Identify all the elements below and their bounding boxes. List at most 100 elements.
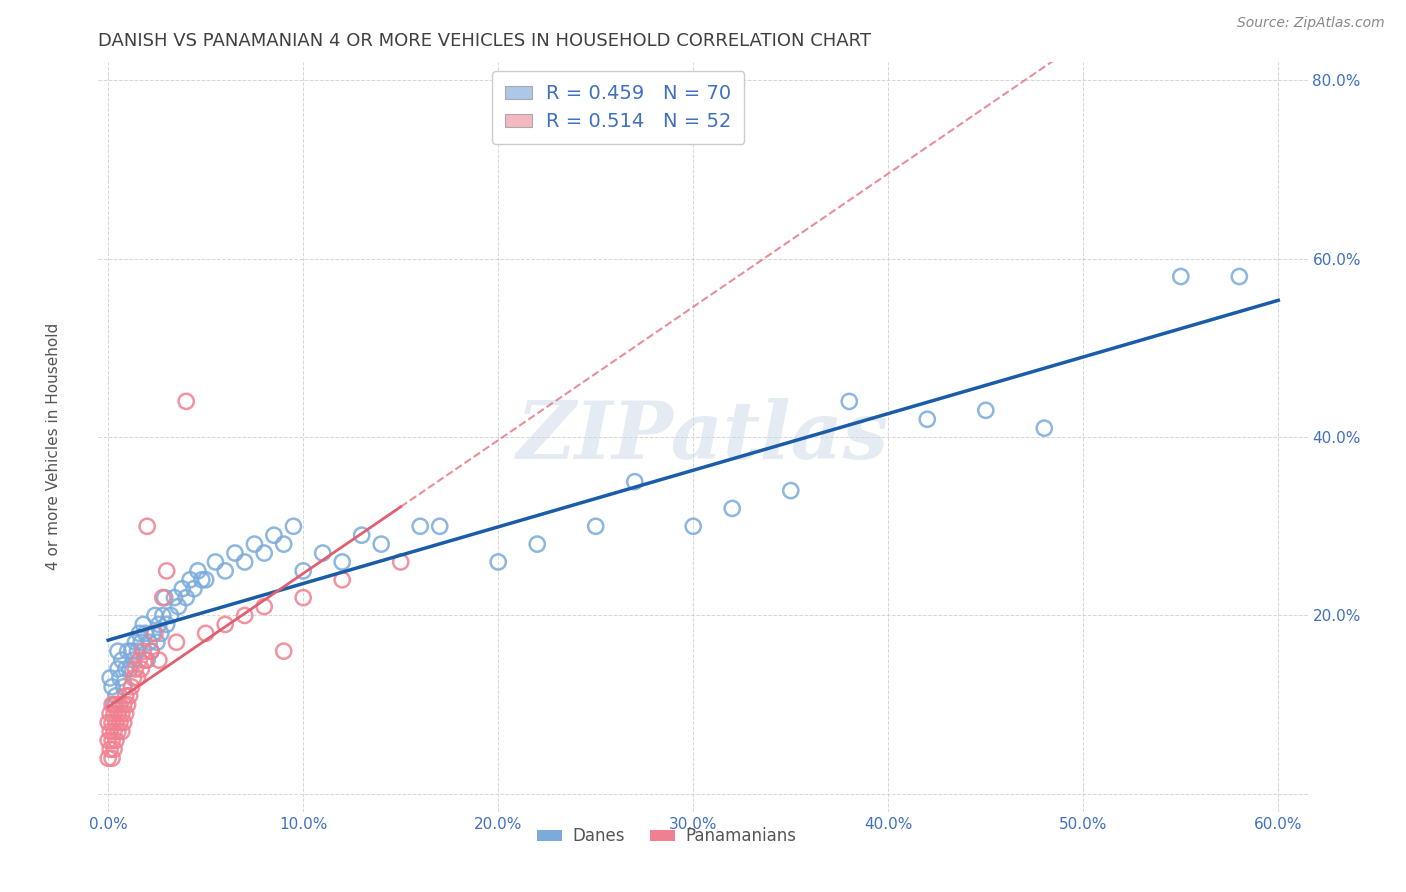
Point	[194, 626, 217, 640]
Point	[103, 698, 125, 712]
Point	[974, 403, 997, 417]
Point	[136, 519, 159, 533]
Text: Source: ZipAtlas.com: Source: ZipAtlas.com	[1237, 16, 1385, 30]
Point	[204, 555, 226, 569]
Point	[838, 394, 860, 409]
Point	[370, 537, 392, 551]
Point	[159, 608, 181, 623]
Point	[142, 626, 165, 640]
Point	[101, 715, 124, 730]
Point	[330, 555, 353, 569]
Point	[107, 662, 129, 676]
Point	[486, 555, 509, 569]
Point	[136, 653, 159, 667]
Point	[146, 635, 169, 649]
Point	[112, 698, 135, 712]
Point	[107, 706, 129, 721]
Point	[165, 635, 187, 649]
Point	[312, 546, 335, 560]
Point	[191, 573, 214, 587]
Point	[138, 635, 160, 649]
Point	[174, 394, 197, 409]
Point	[124, 635, 146, 649]
Point	[111, 706, 134, 721]
Point	[174, 591, 197, 605]
Point	[243, 537, 266, 551]
Point	[253, 546, 276, 560]
Point	[623, 475, 645, 489]
Point	[152, 591, 174, 605]
Point	[917, 412, 939, 426]
Point	[98, 671, 121, 685]
Point	[131, 635, 153, 649]
Text: 4 or more Vehicles in Household: 4 or more Vehicles in Household	[46, 322, 60, 570]
Point	[330, 573, 353, 587]
Point	[117, 644, 139, 658]
Point	[114, 662, 136, 676]
Point	[101, 698, 124, 712]
Point	[153, 591, 176, 605]
Point	[779, 483, 801, 498]
Point	[122, 653, 145, 667]
Point	[149, 626, 172, 640]
Point	[143, 626, 166, 640]
Point	[112, 680, 135, 694]
Point	[128, 626, 150, 640]
Point	[156, 564, 179, 578]
Point	[152, 608, 174, 623]
Point	[104, 715, 127, 730]
Point	[273, 537, 295, 551]
Point	[97, 751, 120, 765]
Point	[98, 724, 121, 739]
Point	[139, 644, 162, 658]
Point	[132, 644, 155, 658]
Point	[1170, 269, 1192, 284]
Point	[131, 662, 153, 676]
Point	[118, 662, 141, 676]
Legend: Danes, Panamanians: Danes, Panamanians	[531, 821, 803, 852]
Point	[526, 537, 548, 551]
Text: DANISH VS PANAMANIAN 4 OR MORE VEHICLES IN HOUSEHOLD CORRELATION CHART: DANISH VS PANAMANIAN 4 OR MORE VEHICLES …	[98, 32, 872, 50]
Point	[114, 706, 136, 721]
Point	[233, 555, 256, 569]
Point	[97, 733, 120, 747]
Point	[104, 698, 127, 712]
Point	[172, 582, 194, 596]
Point	[101, 733, 124, 747]
Point	[118, 689, 141, 703]
Point	[156, 617, 179, 632]
Point	[127, 644, 149, 658]
Point	[143, 608, 166, 623]
Point	[167, 599, 190, 614]
Point	[103, 706, 125, 721]
Point	[183, 582, 205, 596]
Point	[389, 555, 412, 569]
Point	[253, 599, 276, 614]
Point	[111, 724, 134, 739]
Point	[108, 671, 131, 685]
Point	[117, 698, 139, 712]
Point	[148, 653, 170, 667]
Point	[273, 644, 295, 658]
Point	[98, 706, 121, 721]
Point	[127, 671, 149, 685]
Point	[121, 644, 143, 658]
Point	[179, 573, 201, 587]
Text: ZIPatlas: ZIPatlas	[517, 399, 889, 475]
Point	[721, 501, 744, 516]
Point	[139, 644, 162, 658]
Point	[409, 519, 432, 533]
Point	[103, 742, 125, 756]
Point	[224, 546, 246, 560]
Point	[101, 680, 124, 694]
Point	[98, 742, 121, 756]
Point	[585, 519, 607, 533]
Point	[101, 751, 124, 765]
Point	[682, 519, 704, 533]
Point	[97, 715, 120, 730]
Point	[107, 724, 129, 739]
Point	[108, 715, 131, 730]
Point	[148, 617, 170, 632]
Point	[429, 519, 451, 533]
Point	[108, 698, 131, 712]
